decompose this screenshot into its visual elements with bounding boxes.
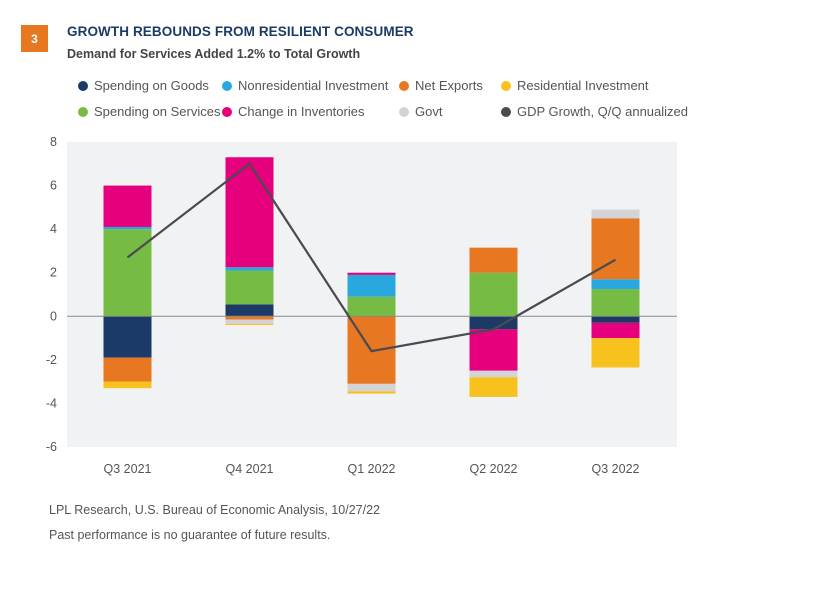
bar-segment-residential-investment-q2-2022 xyxy=(469,377,518,397)
y-tick-label: 4 xyxy=(50,222,57,236)
bar-segment-residential-investment-q3-2022 xyxy=(591,338,640,368)
bar-segment-residential-investment-q4-2021 xyxy=(225,323,274,325)
y-tick-label: 8 xyxy=(50,135,57,149)
bar-segment-nonresidential-investment-q1-2022 xyxy=(347,274,396,297)
x-tick-label: Q1 2022 xyxy=(348,462,396,476)
bar-segment-spending-on-goods-q4-2021 xyxy=(225,304,274,317)
bar-segment-spending-on-goods-q3-2022 xyxy=(591,316,640,323)
disclaimer: Past performance is no guarantee of futu… xyxy=(49,528,331,542)
x-tick-label: Q2 2022 xyxy=(470,462,518,476)
y-tick-label: 0 xyxy=(50,309,57,323)
legend-label: GDP Growth, Q/Q annualized xyxy=(517,104,689,119)
bar-segment-spending-on-goods-q2-2022 xyxy=(469,316,518,330)
legend-item-residential-investment: Residential Investment xyxy=(501,78,649,93)
stacked-bar-chart: 8 6 4 2 0 -2 -4 -6 Q3 2021 Q4 2021 Q1 2022 Q2 2022… xyxy=(46,135,677,476)
legend-item-govt: Govt xyxy=(399,104,442,119)
bar-segment-nonresidential-investment-q3-2022 xyxy=(591,279,640,290)
legend-label: Spending on Goods xyxy=(94,78,209,93)
bar-segment-spending-on-goods-q3-2021 xyxy=(103,316,152,358)
chart-subtitle: Demand for Services Added 1.2% to Total … xyxy=(67,47,361,61)
legend-label: Nonresidential Investment xyxy=(238,78,389,93)
legend-swatch xyxy=(501,106,511,117)
bar-segment-spending-on-services-q2-2022 xyxy=(469,272,518,317)
bar-segment-spending-on-services-q4-2021 xyxy=(225,270,274,305)
legend-swatch xyxy=(222,80,232,91)
legend-label: Govt xyxy=(415,104,443,119)
legend-swatch xyxy=(78,106,88,117)
source-note: LPL Research, U.S. Bureau of Economic An… xyxy=(49,503,380,517)
legend-swatch xyxy=(399,80,409,91)
bar-segment-net-exports-q2-2022 xyxy=(469,247,518,273)
bar-segment-spending-on-services-q1-2022 xyxy=(347,296,396,317)
legend-item-net-exports: Net Exports xyxy=(399,78,483,93)
legend-swatch xyxy=(78,80,88,91)
bar-segment-govt-q3-2022 xyxy=(591,209,640,219)
bar-segment-nonresidential-investment-q3-2021 xyxy=(103,226,152,230)
chart-title: GROWTH REBOUNDS FROM RESILIENT CONSUMER xyxy=(67,24,414,39)
x-tick-label: Q4 2021 xyxy=(226,462,274,476)
x-tick-label: Q3 2022 xyxy=(592,462,640,476)
bar-segment-residential-investment-q3-2021 xyxy=(103,381,152,389)
bar-segment-spending-on-services-q3-2022 xyxy=(591,289,640,317)
y-tick-label: -4 xyxy=(46,396,57,410)
legend-label: Residential Investment xyxy=(517,78,649,93)
x-axis-ticks: Q3 2021 Q4 2021 Q1 2022 Q2 2022 Q3 2022 xyxy=(104,462,640,476)
bar-segment-net-exports-q4-2021 xyxy=(225,316,274,320)
legend-swatch xyxy=(501,80,511,91)
chart-number-badge: 3 xyxy=(21,25,48,52)
bar-segment-residential-investment-q1-2022 xyxy=(347,391,396,394)
bar-segment-govt-q2-2022 xyxy=(469,370,518,378)
legend-swatch xyxy=(222,106,232,117)
legend-item-change-in-inventories: Change in Inventories xyxy=(222,104,364,119)
y-axis-ticks: 8 6 4 2 0 -2 -4 -6 xyxy=(46,135,57,454)
bar-segment-change-in-inventories-q1-2022 xyxy=(347,272,396,275)
bar-segment-govt-q4-2021 xyxy=(225,319,274,324)
legend-item-gdp-growth: GDP Growth, Q/Q annualized xyxy=(501,104,688,119)
bar-segment-govt-q1-2022 xyxy=(347,383,396,392)
legend-label: Change in Inventories xyxy=(238,104,365,119)
legend-swatch xyxy=(399,106,409,117)
bar-segment-spending-on-services-q3-2021 xyxy=(103,229,152,317)
legend-item-spending-on-services: Spending on Services xyxy=(78,104,220,119)
bar-segment-change-in-inventories-q2-2022 xyxy=(469,329,518,371)
bar-segment-change-in-inventories-q3-2021 xyxy=(103,185,152,227)
legend-label: Spending on Services xyxy=(94,104,221,119)
bar-segment-change-in-inventories-q3-2022 xyxy=(591,322,640,339)
x-tick-label: Q3 2021 xyxy=(104,462,152,476)
bar-segment-change-in-inventories-q4-2021 xyxy=(225,157,274,268)
y-tick-label: 2 xyxy=(50,266,57,280)
bar-segment-net-exports-q3-2021 xyxy=(103,357,152,382)
y-tick-label: -6 xyxy=(46,440,57,454)
y-tick-label: 6 xyxy=(50,179,57,193)
y-tick-label: -2 xyxy=(46,353,57,367)
bar-segment-nonresidential-investment-q4-2021 xyxy=(225,267,274,271)
legend-label: Net Exports xyxy=(415,78,483,93)
gdp-growth-line xyxy=(126,162,617,353)
legend-item-spending-on-goods: Spending on Goods xyxy=(78,78,209,93)
legend-item-nonresidential-investment: Nonresidential Investment xyxy=(222,78,388,93)
